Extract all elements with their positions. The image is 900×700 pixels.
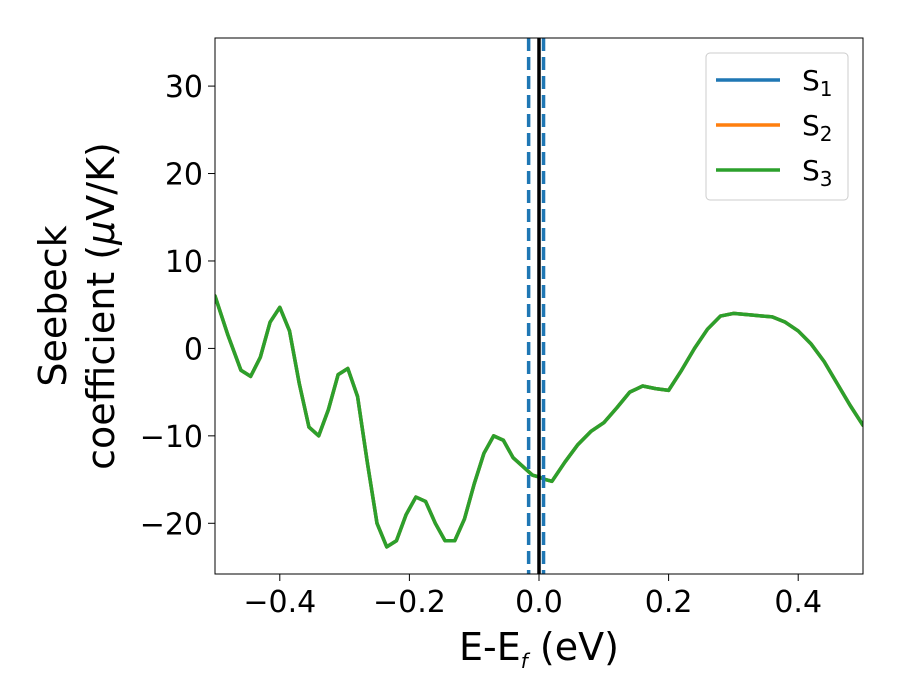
y-axis-label: Seebeck coefficient (μV/K) [31, 142, 123, 470]
x-axis-ticks: −0.4 −0.2 0.0 0.2 0.4 [243, 574, 822, 620]
x-tick-label: −0.2 [373, 585, 446, 620]
x-tick-label: 0.4 [774, 585, 822, 620]
y-tick-label: 10 [165, 245, 203, 280]
legend-label-1: S1 [802, 64, 833, 101]
x-tick-label: 0.0 [515, 585, 563, 620]
series-line-3 [215, 294, 863, 549]
series-layer [215, 294, 863, 549]
x-axis-label: E-Ef (eV) [459, 625, 619, 673]
legend: S1 S2 S3 [705, 52, 849, 201]
y-axis-label-line1: Seebeck [31, 225, 75, 386]
y-tick-label: −10 [140, 420, 203, 455]
legend-label-2: S2 [802, 109, 833, 146]
x-tick-label: −0.4 [243, 585, 316, 620]
y-tick-label: 30 [165, 70, 203, 105]
legend-label-3: S3 [802, 154, 833, 191]
reference-lines [526, 38, 546, 574]
y-tick-label: 20 [165, 158, 203, 193]
y-tick-label: 0 [184, 332, 203, 367]
y-axis-ticks: −20 −10 0 10 20 30 [140, 70, 215, 542]
x-tick-label: 0.2 [645, 585, 693, 620]
y-tick-label: −20 [140, 507, 203, 542]
y-axis-label-line2: coefficient (μV/K) [79, 142, 123, 470]
